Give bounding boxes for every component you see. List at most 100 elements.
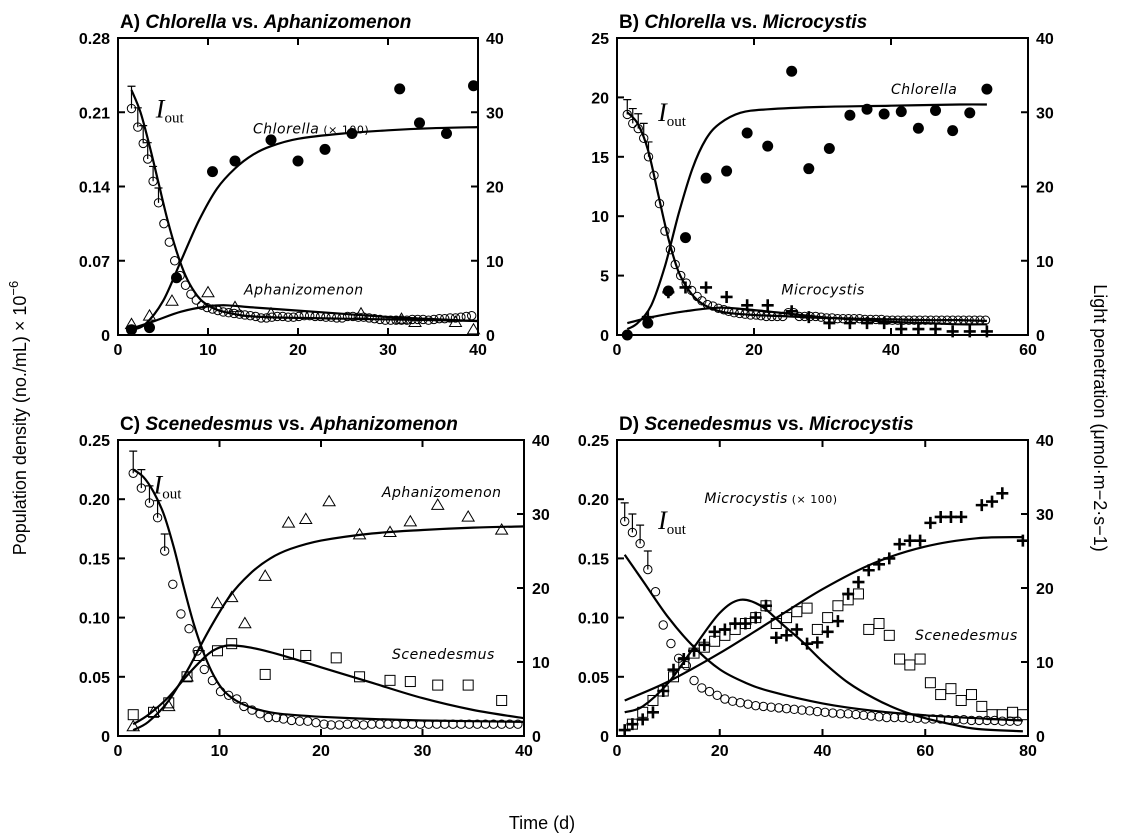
- point-iout: [897, 712, 907, 723]
- curve-scenedesmus: [624, 598, 1023, 733]
- point-chlorella: [844, 109, 856, 121]
- point-scenedesmus: [354, 671, 366, 683]
- point-iout: [650, 587, 661, 597]
- point-aphanizomenon: [201, 285, 215, 298]
- point-iout: [207, 675, 218, 686]
- point-iout: [860, 314, 870, 325]
- annotation-scale: (× 100): [788, 493, 838, 506]
- y-right-label-group: Light penetration (μmol·m−2·s−1): [1090, 284, 1110, 552]
- point-iout: [740, 309, 750, 319]
- point-iout: [633, 123, 643, 134]
- point-scenedesmus: [668, 671, 680, 683]
- point-iout: [689, 675, 699, 686]
- point-iout: [168, 579, 178, 589]
- point-microcystis: [626, 718, 639, 731]
- point-iout: [303, 716, 313, 726]
- series-microcystis: [618, 487, 1029, 737]
- point-iout: [133, 122, 143, 132]
- annotation-name: Chlorella: [891, 82, 957, 98]
- point-iout: [272, 311, 282, 322]
- point-scenedesmus: [626, 718, 638, 730]
- point-iout: [980, 315, 991, 325]
- title-vs: vs.: [772, 414, 809, 435]
- y-right-tick-label: 10: [1036, 655, 1054, 672]
- point-scenedesmus: [770, 618, 782, 630]
- title-species-1: Chlorella: [145, 12, 227, 33]
- point-iout: [643, 564, 653, 575]
- point-aphanizomenon: [298, 512, 313, 525]
- point-iout: [180, 280, 191, 290]
- series-annotation: Chlorella (× 100): [253, 121, 369, 137]
- point-iout: [383, 719, 393, 729]
- point-microcystis: [903, 534, 916, 547]
- point-iout: [665, 244, 676, 255]
- point-iout: [380, 315, 390, 325]
- point-iout: [751, 310, 761, 320]
- point-iout: [311, 717, 321, 728]
- point-scenedesmus: [894, 653, 906, 665]
- point-iout: [889, 712, 900, 723]
- title-prefix: B): [619, 12, 644, 33]
- point-iout: [350, 719, 361, 729]
- point-iout: [761, 311, 772, 322]
- point-aphanizomenon: [466, 322, 481, 335]
- point-iout: [229, 308, 239, 319]
- point-iout: [943, 715, 954, 725]
- point-iout: [627, 527, 638, 538]
- point-scenedesmus: [1007, 706, 1019, 718]
- point-iout: [136, 483, 147, 493]
- point-scenedesmus: [739, 618, 751, 630]
- point-microcystis: [739, 617, 752, 630]
- point-chlorella: [803, 163, 815, 175]
- point-scenedesmus: [283, 648, 295, 660]
- point-chlorella: [823, 142, 835, 154]
- x-tick-label: 30: [414, 743, 432, 760]
- point-scenedesmus: [462, 679, 474, 691]
- x-tick-label: 10: [199, 342, 217, 359]
- point-microcystis: [636, 713, 649, 726]
- point-iout: [418, 314, 428, 325]
- point-microcystis: [811, 636, 824, 649]
- point-iout: [676, 270, 686, 281]
- point-iout: [953, 315, 963, 325]
- point-iout: [159, 546, 170, 556]
- point-iout: [513, 719, 523, 729]
- point-scenedesmus: [148, 706, 160, 718]
- point-iout: [719, 305, 729, 315]
- point-aphanizomenon: [394, 312, 409, 324]
- point-scenedesmus: [729, 623, 741, 635]
- y-left-tick-label: 0: [101, 729, 110, 746]
- point-microcystis: [893, 538, 906, 551]
- point-microcystis: [955, 510, 968, 523]
- y-right-tick-label: 30: [1036, 507, 1054, 524]
- point-iout: [234, 309, 245, 319]
- point-iout: [207, 304, 218, 314]
- point-iout: [893, 315, 903, 325]
- point-chlorella: [786, 65, 798, 77]
- y-right-tick-label: 20: [1036, 180, 1054, 197]
- y-left-tick-label: 0.05: [79, 670, 110, 687]
- point-chlorella: [680, 232, 691, 244]
- point-chlorella: [741, 127, 753, 139]
- point-chlorella: [319, 143, 331, 155]
- point-iout: [218, 307, 229, 317]
- iout-label: Iout: [657, 506, 687, 538]
- point-chlorella: [229, 155, 241, 167]
- annotation-name: Chlorella: [253, 121, 319, 137]
- point-iout: [467, 310, 477, 321]
- y-right-tick-label: 30: [1036, 105, 1054, 122]
- error-bar: [620, 502, 629, 522]
- point-iout: [947, 315, 958, 325]
- point-iout: [673, 653, 684, 663]
- point-chlorella: [912, 122, 924, 134]
- series-scenedesmus: [127, 638, 525, 726]
- point-microcystis: [873, 558, 886, 571]
- panel-c-title: C) Scenedesmus vs. Aphanizomenon: [120, 414, 458, 435]
- point-iout: [812, 706, 823, 717]
- point-scenedesmus: [432, 679, 444, 691]
- point-iout: [643, 152, 654, 162]
- point-iout: [375, 719, 385, 729]
- point-iout: [751, 700, 761, 711]
- point-iout: [838, 313, 848, 324]
